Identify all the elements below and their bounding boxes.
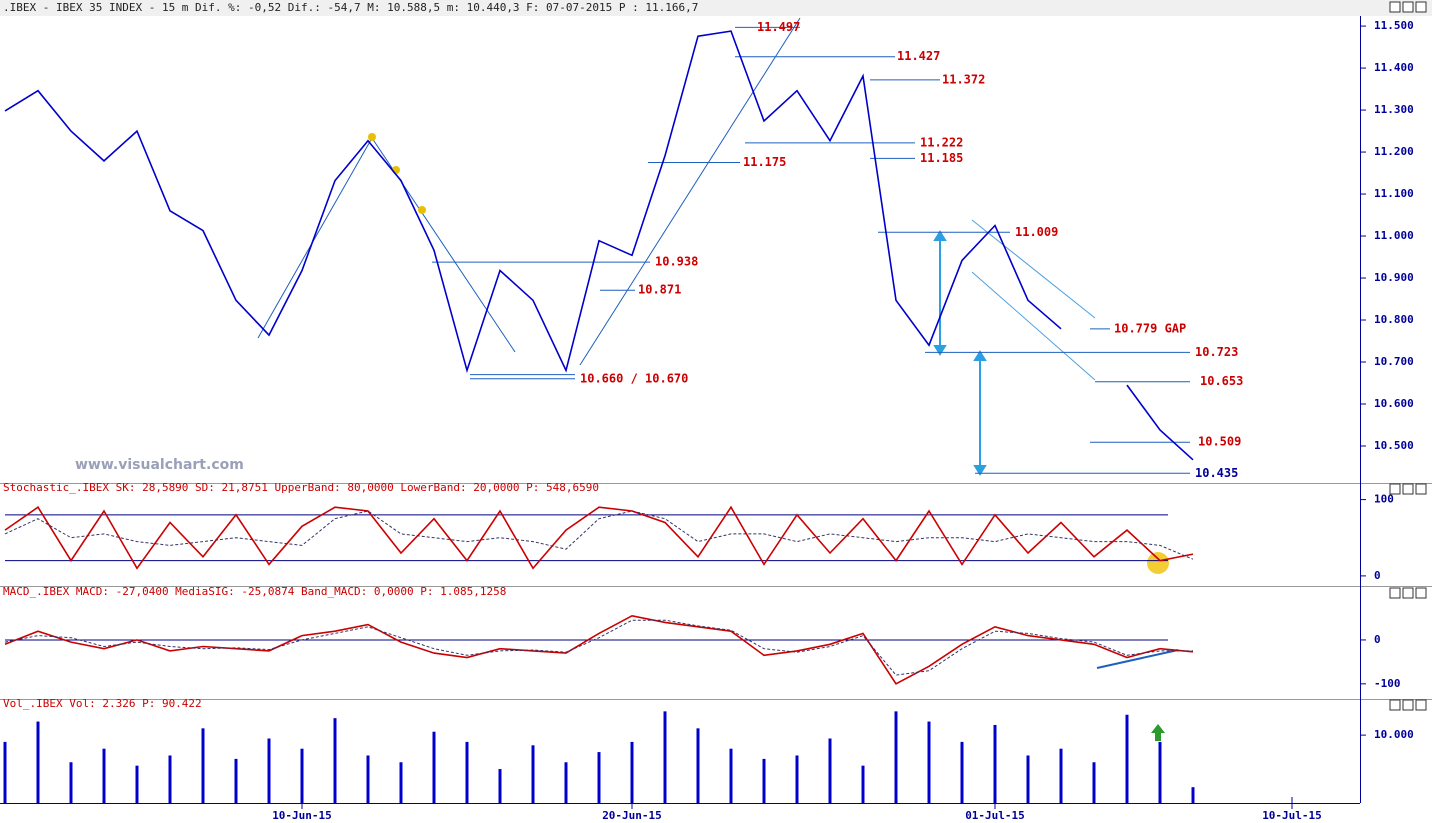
volume-bar: [69, 762, 73, 803]
volume-bar: [102, 748, 106, 803]
volume-bar: [960, 741, 964, 803]
level-label: 10.938: [655, 255, 698, 269]
panel-title: .IBEX - IBEX 35 INDEX - 15 m Dif. %: -0,…: [3, 1, 698, 14]
window-buttons[interactable]: [1389, 1, 1427, 711]
x-tick-label: 10-Jun-15: [272, 809, 332, 822]
volume-bar: [795, 755, 799, 803]
volume-bar: [861, 765, 865, 803]
series-line: [4, 510, 1194, 560]
y-tick-label: 10.700: [1374, 355, 1414, 368]
level-label: 10.509: [1198, 435, 1241, 449]
y-tick-label: 10.500: [1374, 439, 1414, 452]
volume-bar: [696, 728, 700, 803]
watermark: www.visualchart.com: [75, 457, 244, 473]
level-label: 11.497: [757, 20, 800, 34]
volume-bar: [432, 731, 436, 803]
level-label: 11.009: [1015, 225, 1058, 239]
volume-bar: [1125, 714, 1129, 803]
volume-bar: [1092, 762, 1096, 803]
y-tick-label: 11.500: [1374, 19, 1414, 32]
panel-title: Stochastic_.IBEX SK: 28,5890 SD: 21,8751…: [3, 481, 599, 494]
volume-bar: [927, 721, 931, 803]
y-tick-label: 0: [1374, 569, 1381, 582]
panel-title: Vol_.IBEX Vol: 2.326 P: 90.422: [3, 697, 202, 710]
series-line: [4, 614, 1194, 685]
volume-bar: [630, 741, 634, 803]
volume-bar: [564, 762, 568, 803]
series-line: [4, 505, 1194, 570]
series-line: [4, 619, 1193, 676]
volume-bar: [729, 748, 733, 803]
x-tick-label: 10-Jul-15: [1262, 809, 1322, 822]
level-label: 10.653: [1200, 374, 1243, 388]
volume-bar: [597, 752, 601, 803]
volume-bar: [993, 724, 997, 803]
volume-bar: [1026, 755, 1030, 803]
separators: [0, 16, 1432, 804]
y-tick-label: 10.800: [1374, 313, 1414, 326]
volume-bar: [135, 765, 139, 803]
volume-bar: [1191, 787, 1195, 803]
highlight-circle: [1147, 552, 1169, 574]
panel-title: MACD_.IBEX MACD: -27,0400 MediaSIG: -25,…: [3, 585, 506, 598]
x-tick-label: 20-Jun-15: [602, 809, 662, 822]
volume-bar: [201, 728, 205, 803]
level-label: 10.779 GAP: [1114, 321, 1186, 335]
series-line: [4, 30, 1194, 461]
volume-bar: [828, 738, 832, 803]
level-label: 10.660 / 10.670: [580, 371, 688, 385]
x-tick-label: 01-Jul-15: [965, 809, 1025, 822]
y-tick-label: -100: [1374, 677, 1401, 690]
y-tick-label: 11.000: [1374, 229, 1414, 242]
y-tick-label: 11.100: [1374, 187, 1414, 200]
volume-bar: [498, 769, 502, 803]
y-tick-label: 10.000: [1374, 728, 1414, 741]
level-label: 11.175: [743, 155, 786, 169]
y-tick-label: 0: [1374, 633, 1381, 646]
volume-bar: [1158, 741, 1162, 803]
up-arrow: [1151, 724, 1165, 741]
volume-bar: [3, 741, 7, 803]
y-tick-label: 10.900: [1374, 271, 1414, 284]
level-label: 11.185: [920, 151, 963, 165]
trend-lines: [257, 17, 1179, 669]
level-label: 11.372: [942, 72, 985, 86]
volume-bar: [36, 721, 40, 803]
volume-bar: [762, 758, 766, 803]
volume-bar: [465, 741, 469, 803]
volume-bar: [366, 755, 370, 803]
y-tick-label: 11.400: [1374, 61, 1414, 74]
y-tick-label: 10.600: [1374, 397, 1414, 410]
volume-bar: [168, 755, 172, 803]
level-label: 10.871: [638, 283, 681, 297]
volume-bar: [399, 762, 403, 803]
volume-bar: [267, 738, 271, 803]
level-label: 11.222: [920, 135, 963, 149]
volume-bar: [300, 748, 304, 803]
range-arrows: [933, 230, 987, 476]
volume-bar: [1059, 748, 1063, 803]
volume-bar: [663, 711, 667, 803]
volume-bar: [234, 758, 238, 803]
volume-bar: [333, 718, 337, 803]
volume-bar: [894, 711, 898, 803]
volume-bar: [531, 745, 535, 803]
y-tick-label: 11.200: [1374, 145, 1414, 158]
y-tick-label: 11.300: [1374, 103, 1414, 116]
level-label: 11.427: [897, 49, 940, 63]
level-label: 10.723: [1195, 345, 1238, 359]
level-label: 10.435: [1195, 466, 1238, 480]
y-tick-label: 100: [1374, 493, 1394, 506]
header-bar: [0, 0, 1432, 16]
